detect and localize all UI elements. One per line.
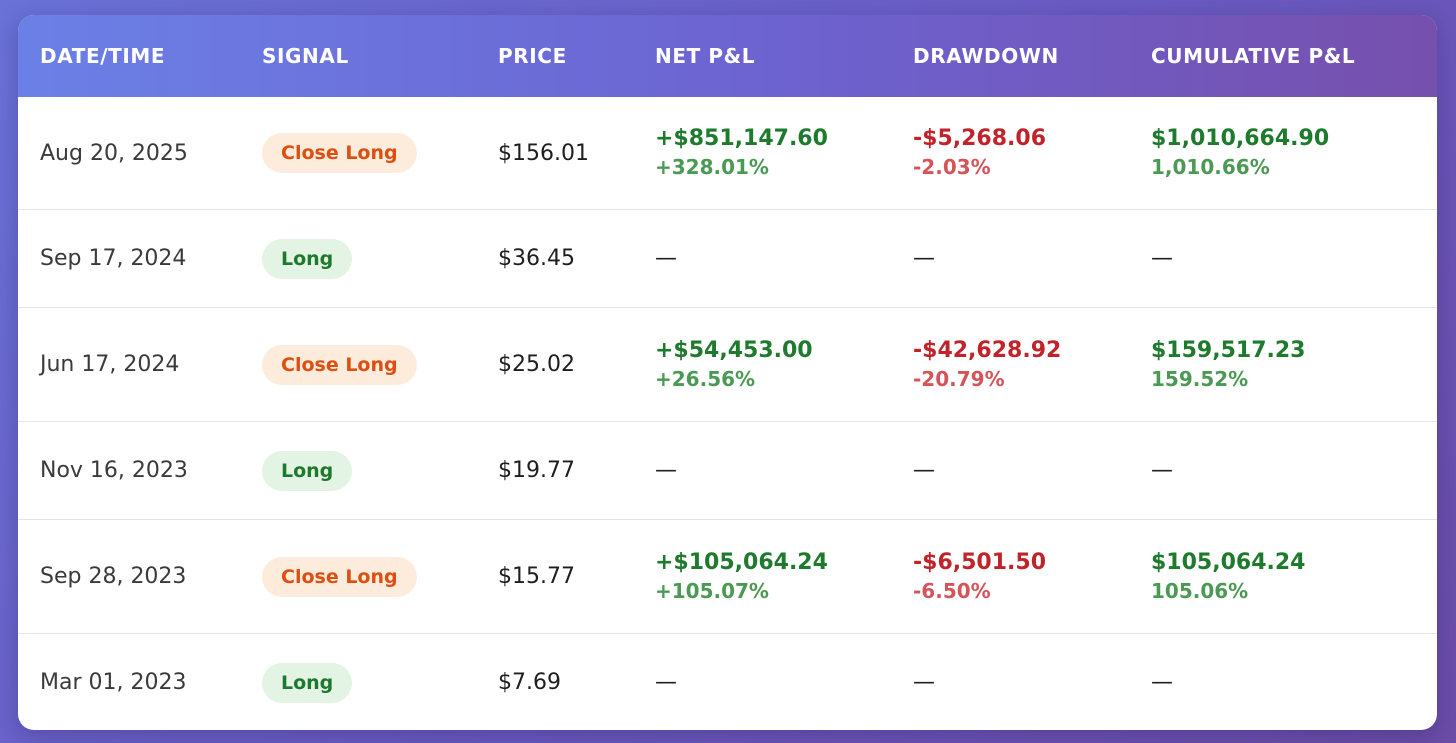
table-row[interactable]: Mar 01, 2023 Long $7.69 — — —: [18, 634, 1437, 730]
table-row[interactable]: Aug 20, 2025 Close Long $156.01 +$851,147.6…: [18, 97, 1437, 210]
table-body: Aug 20, 2025 Close Long $156.01 +$851,147.6…: [18, 97, 1437, 730]
date-cell: Mar 01, 2023: [40, 634, 186, 730]
signal-cell: Long: [262, 422, 353, 519]
price-value: $36.45: [498, 246, 575, 271]
price-cell: $19.77: [498, 422, 575, 519]
price-cell: $36.45: [498, 210, 575, 307]
price-value: $25.02: [498, 352, 575, 377]
cumulative-pnl-percent: 159.52%: [1151, 366, 1249, 391]
close-long-badge[interactable]: Close Long: [262, 133, 417, 173]
drawdown-cell: —: [913, 422, 935, 519]
date-cell: Aug 20, 2025: [40, 97, 188, 209]
net-pnl-cell: +$105,064.24 +105.07%: [655, 520, 828, 633]
net-pnl-percent: +328.01%: [655, 155, 769, 179]
cumulative-pnl-cell: —: [1151, 210, 1173, 307]
cumulative-pnl-empty: —: [1151, 670, 1173, 695]
header-net-pnl[interactable]: NET P&L: [655, 44, 756, 68]
header-cumulative-pnl[interactable]: CUMULATIVE P&L: [1151, 44, 1356, 68]
trade-history-table: DATE/TIME SIGNAL PRICE NET P&L DRAWDOWN …: [18, 15, 1437, 730]
drawdown-cell: -$42,628.92 -20.79%: [913, 308, 1061, 421]
drawdown-amount: -$42,628.92: [913, 337, 1062, 363]
cumulative-pnl-cell: —: [1151, 422, 1173, 519]
signal-cell: Close Long: [262, 97, 417, 209]
cumulative-pnl-amount: $159,517.23: [1151, 337, 1306, 363]
signal-cell: Close Long: [262, 520, 417, 633]
long-badge[interactable]: Long: [262, 450, 353, 491]
net-pnl-percent: +26.56%: [655, 366, 756, 391]
net-pnl-cell: +$54,453.00 +26.56%: [655, 308, 813, 421]
drawdown-empty: —: [913, 670, 935, 695]
net-pnl-amount: +$851,147.60: [655, 126, 828, 151]
signal-cell: Close Long: [262, 308, 417, 421]
drawdown-amount: -$6,501.50: [913, 549, 1046, 575]
close-long-badge[interactable]: Close Long: [262, 344, 417, 385]
cumulative-pnl-cell: $159,517.23 159.52%: [1151, 308, 1305, 421]
cumulative-pnl-cell: —: [1151, 634, 1173, 730]
price-value: $156.01: [498, 140, 589, 166]
date-value: Mar 01, 2023: [40, 670, 187, 695]
drawdown-cell: -$5,268.06 -2.03%: [913, 97, 1046, 209]
net-pnl-empty: —: [655, 246, 677, 271]
price-cell: $25.02: [498, 308, 575, 421]
long-badge[interactable]: Long: [262, 238, 353, 279]
cumulative-pnl-empty: —: [1151, 246, 1173, 271]
date-cell: Sep 17, 2024: [40, 210, 186, 307]
drawdown-cell: —: [913, 210, 935, 307]
header-drawdown[interactable]: DRAWDOWN: [913, 44, 1059, 68]
signal-cell: Long: [262, 210, 353, 307]
cumulative-pnl-cell: $105,064.24 105.06%: [1151, 520, 1305, 633]
drawdown-amount: -$5,268.06: [913, 126, 1046, 151]
table-row[interactable]: Jun 17, 2024 Close Long $25.02 +$54,453.00 +…: [18, 308, 1437, 422]
cumulative-pnl-amount: $105,064.24: [1151, 549, 1306, 575]
price-cell: $156.01: [498, 97, 589, 209]
date-value: Sep 17, 2024: [40, 246, 187, 271]
signal-cell: Long: [262, 634, 353, 730]
date-cell: Sep 28, 2023: [40, 520, 186, 633]
date-cell: Nov 16, 2023: [40, 422, 188, 519]
price-cell: $7.69: [498, 634, 561, 730]
net-pnl-amount: +$54,453.00: [655, 337, 813, 363]
net-pnl-empty: —: [655, 670, 677, 695]
cumulative-pnl-empty: —: [1151, 458, 1173, 483]
long-badge[interactable]: Long: [262, 662, 353, 703]
net-pnl-percent: +105.07%: [655, 578, 769, 603]
drawdown-empty: —: [913, 246, 935, 271]
header-date[interactable]: DATE/TIME: [40, 44, 166, 68]
net-pnl-empty: —: [655, 458, 677, 483]
drawdown-cell: -$6,501.50 -6.50%: [913, 520, 1046, 633]
drawdown-percent: -6.50%: [913, 578, 991, 603]
table-header: DATE/TIME SIGNAL PRICE NET P&L DRAWDOWN …: [18, 15, 1437, 97]
header-signal[interactable]: SIGNAL: [262, 44, 349, 68]
net-pnl-cell: —: [655, 422, 677, 519]
net-pnl-cell: —: [655, 210, 677, 307]
drawdown-percent: -20.79%: [913, 366, 1005, 391]
cumulative-pnl-amount: $1,010,664.90: [1151, 126, 1330, 151]
drawdown-percent: -2.03%: [913, 155, 991, 179]
net-pnl-cell: —: [655, 634, 677, 730]
table-row[interactable]: Nov 16, 2023 Long $19.77 — — —: [18, 422, 1437, 520]
price-cell: $15.77: [498, 520, 575, 633]
table-row[interactable]: Sep 17, 2024 Long $36.45 — — —: [18, 210, 1437, 308]
cumulative-pnl-percent: 105.06%: [1151, 578, 1249, 603]
drawdown-empty: —: [913, 458, 935, 483]
cumulative-pnl-cell: $1,010,664.90 1,010.66%: [1151, 97, 1329, 209]
date-value: Aug 20, 2025: [40, 140, 188, 166]
date-cell: Jun 17, 2024: [40, 308, 179, 421]
date-value: Sep 28, 2023: [40, 564, 187, 589]
date-value: Nov 16, 2023: [40, 458, 188, 483]
net-pnl-cell: +$851,147.60 +328.01%: [655, 97, 828, 209]
cumulative-pnl-percent: 1,010.66%: [1151, 155, 1270, 179]
close-long-badge[interactable]: Close Long: [262, 556, 417, 597]
table-row[interactable]: Sep 28, 2023 Close Long $15.77 +$105,064.24…: [18, 520, 1437, 634]
price-value: $15.77: [498, 564, 575, 589]
price-value: $19.77: [498, 458, 575, 483]
net-pnl-amount: +$105,064.24: [655, 549, 828, 575]
price-value: $7.69: [498, 670, 561, 695]
drawdown-cell: —: [913, 634, 935, 730]
header-price[interactable]: PRICE: [498, 44, 567, 68]
date-value: Jun 17, 2024: [40, 352, 180, 377]
